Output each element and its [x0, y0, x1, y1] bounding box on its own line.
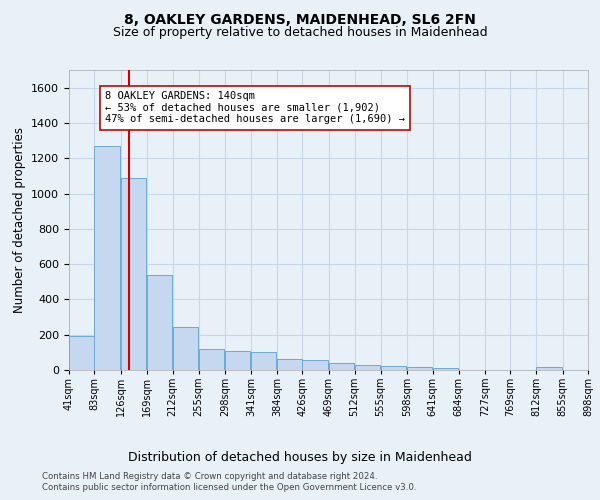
Bar	[225, 350, 250, 370]
Bar	[355, 364, 380, 370]
Text: Contains HM Land Registry data © Crown copyright and database right 2024.: Contains HM Land Registry data © Crown c…	[42, 472, 377, 481]
Text: Contains public sector information licensed under the Open Government Licence v3: Contains public sector information licen…	[42, 484, 416, 492]
Text: Size of property relative to detached houses in Maidenhead: Size of property relative to detached ho…	[113, 26, 487, 39]
Bar	[173, 327, 198, 370]
Text: Distribution of detached houses by size in Maidenhead: Distribution of detached houses by size …	[128, 451, 472, 464]
Bar	[277, 358, 302, 370]
Bar	[407, 368, 432, 370]
Bar	[329, 363, 354, 370]
Bar	[69, 336, 94, 370]
Bar	[433, 368, 458, 370]
Bar	[94, 146, 120, 370]
Bar	[380, 366, 406, 370]
Bar	[302, 360, 328, 370]
Bar	[251, 352, 277, 370]
Bar	[199, 349, 224, 370]
Bar	[536, 368, 562, 370]
Bar	[146, 274, 172, 370]
Y-axis label: Number of detached properties: Number of detached properties	[13, 127, 26, 313]
Text: 8, OAKLEY GARDENS, MAIDENHEAD, SL6 2FN: 8, OAKLEY GARDENS, MAIDENHEAD, SL6 2FN	[124, 12, 476, 26]
Bar	[121, 178, 146, 370]
Text: 8 OAKLEY GARDENS: 140sqm
← 53% of detached houses are smaller (1,902)
47% of sem: 8 OAKLEY GARDENS: 140sqm ← 53% of detach…	[105, 91, 405, 124]
